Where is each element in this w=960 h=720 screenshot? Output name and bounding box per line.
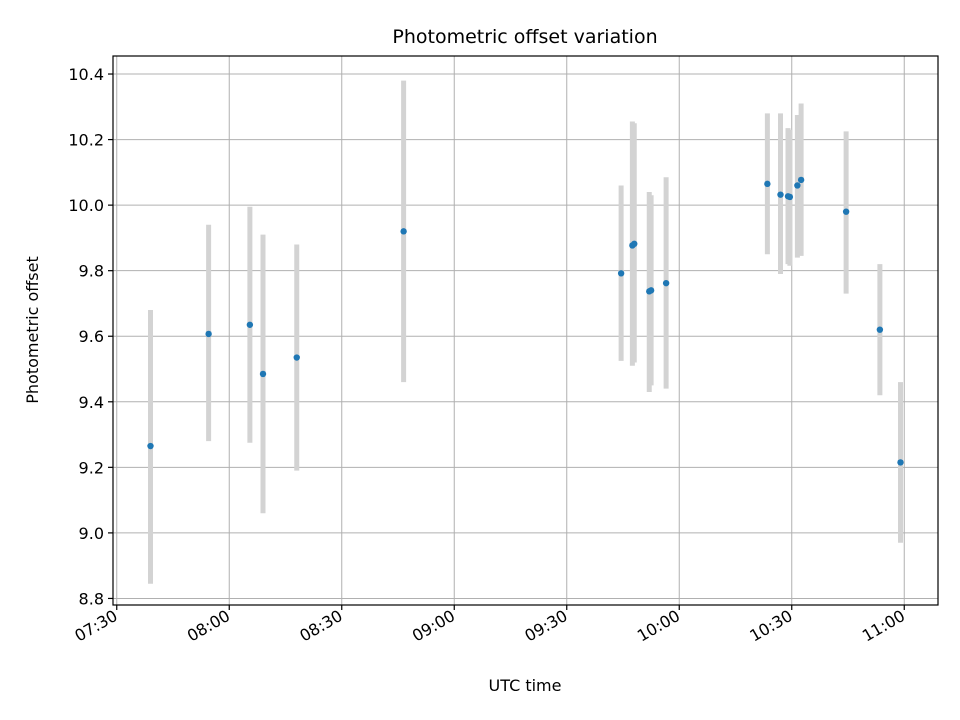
y-tick-label: 10.0: [68, 196, 104, 215]
chart-title: Photometric offset variation: [392, 26, 657, 48]
data-point: [876, 326, 884, 333]
y-axis-title: Photometric offset: [23, 256, 42, 404]
y-axis: 8.8 9.0 9.2 9.4 9.6 9.8 10.0 10.2 10.4: [68, 65, 113, 608]
data-point: [842, 208, 850, 215]
data-point: [897, 459, 904, 466]
y-tick-label: 9.0: [79, 524, 104, 543]
data-point: [647, 287, 655, 294]
data-point: [662, 279, 670, 287]
data-point: [786, 193, 794, 201]
data-points: [147, 176, 904, 466]
y-tick-label: 8.8: [79, 589, 104, 608]
data-point: [293, 354, 300, 361]
y-tick-label: 9.2: [79, 458, 104, 477]
data-point: [764, 180, 771, 188]
data-point: [617, 270, 625, 277]
data-point: [797, 176, 805, 184]
y-tick-label: 9.4: [79, 393, 104, 412]
data-point: [246, 321, 254, 328]
plot-frame: [112, 55, 939, 606]
data-point: [631, 240, 638, 248]
y-tick-label: 10.2: [68, 131, 104, 150]
y-tick-label: 10.4: [68, 65, 104, 84]
data-point: [794, 182, 801, 189]
data-point: [147, 442, 154, 450]
data-point: [259, 370, 267, 378]
x-axis-title: UTC time: [489, 676, 562, 695]
data-point: [205, 330, 212, 338]
data-point: [777, 191, 784, 198]
data-point: [400, 228, 407, 235]
y-tick-label: 9.6: [79, 327, 104, 346]
y-tick-label: 9.8: [79, 262, 104, 281]
